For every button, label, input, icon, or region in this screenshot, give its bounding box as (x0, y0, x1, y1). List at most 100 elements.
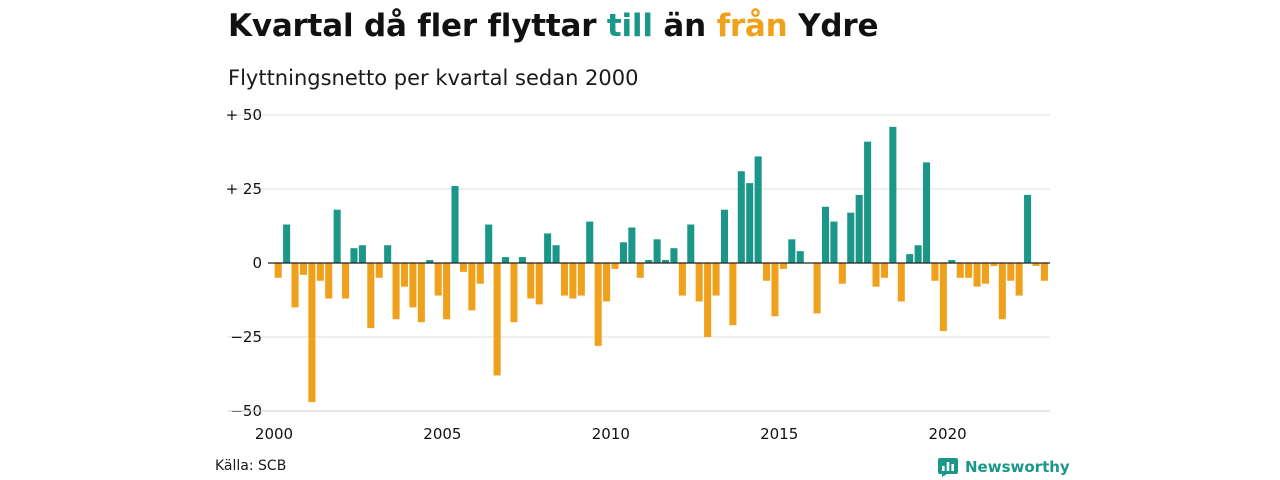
chart-subtitle: Flyttningsnetto per kvartal sedan 2000 (228, 66, 639, 90)
bar (998, 263, 1006, 320)
bar (1032, 263, 1040, 266)
title-out-word: från (716, 8, 788, 44)
bar (864, 141, 872, 263)
bar (400, 263, 409, 287)
bar (569, 263, 577, 299)
bar (325, 263, 333, 299)
bar (981, 263, 990, 284)
bar (965, 263, 973, 278)
bar (291, 263, 299, 308)
brand: Newsworthy (937, 456, 1070, 478)
bar (502, 257, 510, 263)
bar (316, 263, 324, 281)
bar (939, 263, 947, 332)
bar (763, 263, 771, 281)
bar (956, 263, 964, 278)
bar (308, 263, 316, 403)
bar (948, 260, 956, 263)
bar (746, 183, 754, 263)
bar (476, 263, 484, 284)
title-in-word: till (606, 8, 653, 44)
y-tick-label: −25 (230, 328, 262, 346)
chart-title: Kvartal då fler flyttar till än från Ydr… (228, 8, 878, 44)
x-tick-label: 2015 (760, 425, 798, 443)
bar (931, 263, 939, 281)
bar (350, 248, 358, 263)
title-prefix: Kvartal då fler flyttar (228, 8, 607, 44)
bar (274, 263, 282, 278)
bar (552, 245, 560, 263)
bar (611, 263, 619, 269)
bar (796, 251, 804, 263)
bar (527, 263, 535, 299)
bar (619, 242, 627, 263)
bar (1015, 263, 1023, 296)
bar (712, 263, 720, 296)
bar (518, 257, 526, 263)
bar (990, 263, 998, 266)
bar (906, 254, 914, 263)
y-tick-label: + 50 (226, 106, 262, 124)
bar (897, 263, 905, 302)
bar (670, 248, 678, 263)
bar (299, 263, 307, 275)
bar-chart: + 50+ 250−25−50 2000 2005 2010 2015 2020 (226, 106, 1050, 443)
bar (409, 263, 417, 308)
bar (661, 260, 670, 263)
bar (704, 263, 712, 337)
y-axis-labels: + 50+ 250−25−50 (226, 106, 262, 420)
source-note: Källa: SCB (215, 458, 287, 474)
bar (426, 260, 434, 263)
bar (754, 156, 762, 263)
bar (628, 227, 636, 263)
bar (729, 263, 737, 326)
bar (889, 126, 897, 263)
bar (788, 239, 796, 263)
bar (1024, 194, 1032, 263)
bar (720, 209, 728, 263)
bar (535, 263, 543, 305)
title-suffix: Ydre (787, 8, 879, 44)
bar (737, 171, 745, 263)
bar (830, 221, 838, 263)
bar (358, 245, 366, 263)
bar (283, 224, 291, 263)
bar (779, 263, 787, 269)
brand-name: Newsworthy (965, 458, 1070, 476)
newsworthy-logo-icon (938, 458, 958, 477)
bar (636, 263, 644, 278)
bar (872, 263, 880, 287)
title-middle: än (652, 8, 717, 44)
bar (392, 263, 400, 320)
bar (1007, 263, 1015, 281)
bar (855, 194, 863, 263)
bars (274, 126, 1048, 403)
bar (813, 263, 821, 314)
bar (451, 186, 459, 263)
bar (586, 221, 594, 263)
bar (417, 263, 425, 323)
bar (695, 263, 703, 302)
bar (678, 263, 686, 296)
bar (485, 224, 493, 263)
x-tick-label: 2000 (255, 425, 293, 443)
bar (468, 263, 476, 311)
bar (821, 206, 830, 263)
bar (923, 162, 931, 263)
bar (594, 263, 602, 346)
bar (544, 233, 552, 263)
bar (838, 263, 846, 284)
bar (577, 263, 585, 296)
bar (560, 263, 569, 296)
x-tick-label: 2005 (423, 425, 461, 443)
bar (687, 224, 695, 263)
bar (443, 263, 451, 320)
bar (333, 209, 341, 263)
bar (384, 245, 392, 263)
y-tick-label: + 25 (226, 180, 262, 198)
y-tick-label: 0 (252, 254, 262, 272)
bar (510, 263, 518, 323)
bar (375, 263, 383, 278)
bar (342, 263, 350, 299)
bar (847, 212, 855, 263)
